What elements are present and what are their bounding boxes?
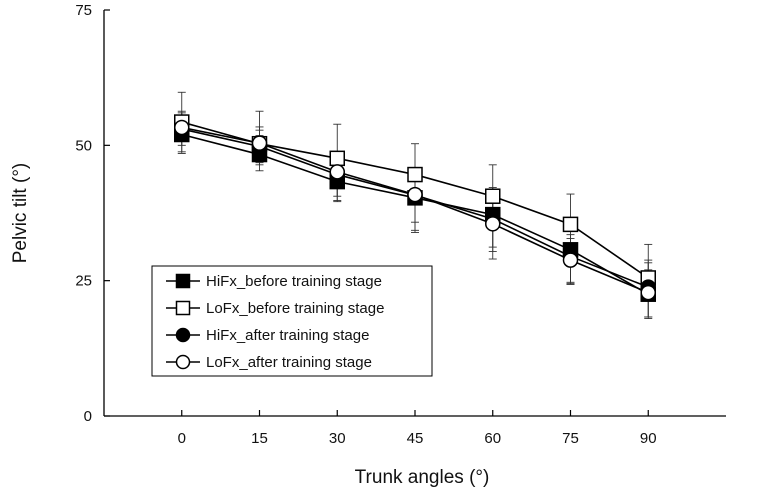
data-point-square [562, 216, 579, 233]
data-point-square [175, 273, 191, 289]
plot-area: 0 25 50 75 0 15 30 45 60 75 90 [75, 2, 726, 447]
legend-label: HiFx_before training stage [206, 273, 382, 290]
data-point-square [329, 150, 345, 167]
data-point-circle [329, 164, 345, 180]
y-tick-label: 75 [75, 2, 92, 19]
data-point-circle [251, 135, 268, 151]
data-point-circle [640, 284, 656, 301]
legend-label: LoFx_before training stage [206, 300, 384, 317]
x-tick-label: 15 [251, 430, 268, 447]
legend-item: LoFx_after training stage [166, 354, 372, 371]
data-point-circle [485, 216, 501, 232]
series-layer [174, 91, 656, 320]
x-tick-label: 75 [562, 430, 579, 447]
y-tick-label: 50 [75, 137, 92, 154]
legend-label: LoFx_after training stage [206, 354, 372, 371]
data-point-square [175, 300, 191, 316]
y-ticks: 0 25 50 75 [75, 2, 110, 425]
y-tick-label: 25 [75, 273, 92, 290]
series-markers [174, 119, 656, 301]
legend-items: HiFx_before training stage LoFx_before tr… [166, 273, 384, 371]
legend-item: LoFx_before training stage [166, 300, 384, 317]
x-tick-label: 90 [640, 430, 657, 447]
x-tick-label: 60 [484, 430, 501, 447]
legend-box [151, 265, 433, 377]
legend: HiFx_before training stage LoFx_before tr… [151, 265, 433, 377]
x-tick-label: 0 [178, 430, 186, 447]
data-point-circle [174, 119, 190, 136]
legend-label: HiFx_after training stage [206, 327, 369, 344]
y-axis-title: Pelvic tilt (°) [10, 163, 31, 264]
x-tick-label: 45 [407, 430, 424, 447]
x-axis-title: Trunk angles (°) [355, 467, 490, 488]
legend-item: HiFx_after training stage [166, 327, 369, 344]
x-tick-label: 30 [329, 430, 346, 447]
y-tick-label: 0 [84, 408, 92, 425]
legend-item: HiFx_before training stage [166, 273, 382, 290]
data-point-circle [562, 252, 579, 268]
data-point-square [485, 188, 501, 204]
data-point-circle [407, 186, 423, 203]
data-point-circle [175, 354, 191, 370]
data-point-square [407, 166, 423, 183]
x-ticks: 0 15 30 45 60 75 90 [178, 410, 657, 447]
data-point-circle [175, 327, 191, 343]
